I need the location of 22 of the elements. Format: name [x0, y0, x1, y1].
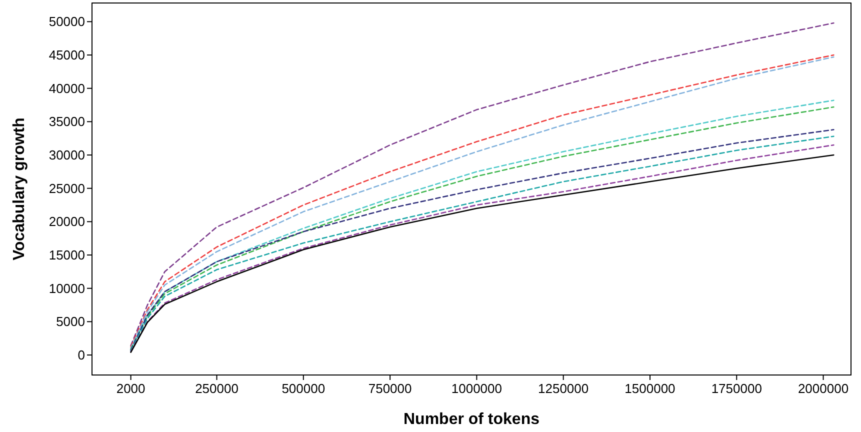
y-tick-label: 5000 [56, 314, 85, 330]
y-tick-label: 15000 [48, 248, 85, 263]
y-tick-label: 0 [78, 348, 85, 363]
y-tick-label: 25000 [48, 180, 85, 196]
x-tick-label: 250000 [195, 381, 238, 396]
y-tick-label: 20000 [48, 214, 85, 230]
y-tick-label: 50000 [48, 14, 85, 30]
x-tick-label: 2000000 [798, 381, 849, 396]
x-tick-label: 1750000 [711, 381, 762, 396]
x-axis-title: Number of tokens [403, 411, 540, 428]
x-tick-label: 750000 [368, 381, 412, 396]
y-tick-label: 35000 [48, 114, 85, 130]
y-axis-title: Vocabulary growth [11, 118, 28, 260]
y-tick-label: 40000 [48, 80, 85, 96]
x-tick-label: 2000 [116, 381, 146, 396]
x-tick-label: 500000 [282, 381, 326, 396]
y-tick-label: 30000 [48, 148, 85, 163]
x-tick-label: 1000000 [451, 381, 502, 396]
x-tick-label: 1250000 [538, 381, 589, 396]
x-tick-label: 1500000 [624, 381, 676, 396]
y-tick-label: 45000 [48, 48, 85, 63]
y-tick-label: 10000 [48, 280, 85, 296]
